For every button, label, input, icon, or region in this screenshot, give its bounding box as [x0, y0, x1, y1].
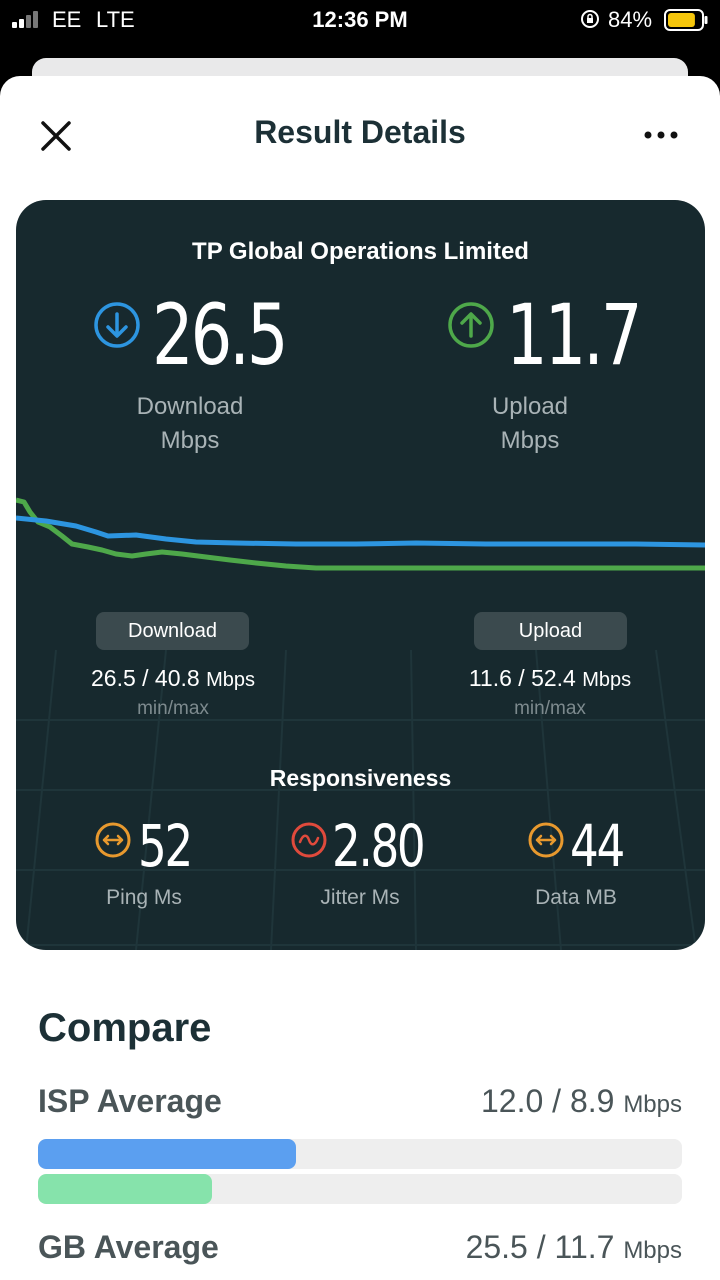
isp-download-bar-fill	[38, 1139, 296, 1169]
upload-minmax-caption: min/max	[514, 698, 586, 719]
isp-average-label: ISP Average	[38, 1083, 222, 1119]
gb-average-number: 25.5 / 11.7	[465, 1229, 615, 1265]
data-icon	[528, 822, 564, 858]
isp-download-bar	[38, 1139, 682, 1169]
upload-pill: Upload	[474, 612, 627, 650]
gb-average-unit: Mbps	[623, 1237, 682, 1264]
isp-average-unit: Mbps	[623, 1091, 682, 1118]
compare-title: Compare	[38, 1006, 212, 1050]
data-value: 44	[570, 812, 625, 880]
ping-value: 52	[138, 812, 193, 880]
page-title: Result Details	[254, 114, 466, 150]
more-icon[interactable]	[640, 118, 684, 154]
status-bar: EE LTE 12:36 PM 84%	[0, 0, 720, 40]
upload-minmax-number: 11.6 / 52.4	[468, 665, 576, 691]
isp-average-number: 12.0 / 8.9	[480, 1083, 615, 1119]
responsiveness-title: Responsiveness	[269, 765, 452, 791]
signal-icon	[12, 10, 46, 28]
isp-average-value: 12.0 / 8.9 Mbps	[481, 1083, 682, 1120]
upload-graph-line	[16, 497, 705, 571]
upload-minmax-value: 11.6 / 52.4 Mbps	[420, 665, 680, 692]
ping-icon	[95, 822, 131, 858]
upload-unit-text: Mbps	[500, 427, 560, 454]
carrier-name: EE	[52, 7, 82, 32]
download-minmax-caption: min/max	[137, 698, 209, 719]
download-label: Download Mbps	[80, 390, 300, 458]
battery-icon	[664, 9, 708, 31]
upload-label-text: Upload	[491, 393, 569, 420]
battery-percent: 84%	[608, 7, 653, 32]
clock: 12:36 PM	[312, 7, 408, 32]
upload-speed-value: 11.7	[506, 286, 643, 384]
download-unit-text: Mbps	[160, 427, 220, 454]
download-pill: Download	[96, 612, 249, 650]
download-graph-line	[16, 515, 705, 548]
speed-graph	[16, 497, 705, 571]
grid-background	[16, 649, 705, 950]
download-arrow-icon	[94, 302, 140, 348]
download-minmax-unit: Mbps	[206, 669, 255, 691]
isp-upload-bar	[38, 1174, 682, 1204]
isp-upload-bar-fill	[38, 1174, 212, 1204]
jitter-label: Jitter Ms	[320, 886, 400, 909]
download-speed-value: 26.5	[152, 286, 289, 384]
result-card: TP Global Operations Limited 26.5 Downlo…	[16, 200, 705, 950]
download-label-text: Download	[136, 393, 244, 420]
orientation-lock-icon	[581, 10, 599, 28]
jitter-value: 2.80	[332, 812, 426, 880]
upload-label: Upload Mbps	[420, 390, 640, 458]
upload-minmax-unit: Mbps	[582, 669, 632, 691]
network-type: LTE	[96, 7, 135, 32]
download-minmax-value: 26.5 / 40.8 Mbps	[43, 665, 303, 692]
data-label: Data MB	[535, 886, 617, 909]
ping-label: Ping Ms	[106, 886, 182, 909]
gb-average-value: 25.5 / 11.7 Mbps	[466, 1229, 682, 1266]
download-minmax-number: 26.5 / 40.8	[91, 665, 200, 691]
upload-arrow-icon	[448, 302, 494, 348]
provider-name: TP Global Operations Limited	[192, 238, 529, 265]
jitter-icon	[291, 822, 327, 858]
close-icon[interactable]	[38, 118, 74, 154]
gb-average-label: GB Average	[38, 1229, 219, 1265]
